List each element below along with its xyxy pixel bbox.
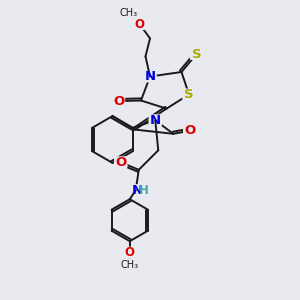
Text: N: N: [150, 114, 161, 127]
Text: S: S: [192, 47, 201, 61]
Text: O: O: [125, 246, 135, 259]
Text: S: S: [184, 88, 194, 101]
FancyBboxPatch shape: [183, 125, 196, 137]
Text: H: H: [139, 184, 149, 197]
Text: O: O: [115, 156, 126, 169]
Text: CH₃: CH₃: [121, 260, 139, 270]
FancyBboxPatch shape: [120, 259, 140, 271]
Text: O: O: [113, 94, 124, 108]
FancyBboxPatch shape: [182, 88, 196, 101]
FancyBboxPatch shape: [116, 7, 136, 19]
FancyBboxPatch shape: [112, 95, 125, 107]
FancyBboxPatch shape: [123, 247, 136, 259]
FancyBboxPatch shape: [130, 184, 148, 196]
Text: O: O: [184, 124, 195, 137]
FancyBboxPatch shape: [114, 156, 128, 168]
FancyBboxPatch shape: [143, 70, 157, 83]
Text: N: N: [132, 184, 143, 197]
FancyBboxPatch shape: [190, 48, 203, 60]
Text: CH₃: CH₃: [120, 8, 138, 18]
FancyBboxPatch shape: [133, 18, 146, 30]
Text: N: N: [144, 70, 156, 83]
Text: O: O: [134, 17, 145, 31]
FancyBboxPatch shape: [148, 114, 162, 126]
